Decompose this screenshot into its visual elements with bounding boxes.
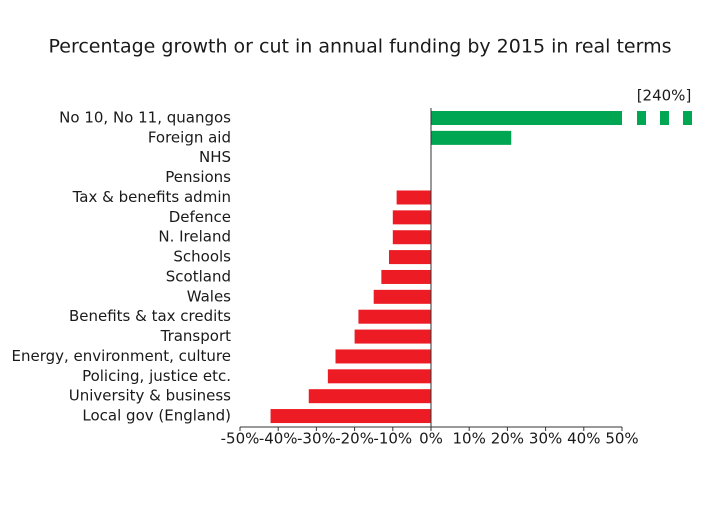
bar-break bbox=[660, 111, 669, 125]
x-tick-label: 40% bbox=[567, 430, 600, 448]
category-label: Energy, environment, culture bbox=[12, 347, 232, 365]
x-tick-label: 20% bbox=[491, 430, 524, 448]
bar bbox=[373, 289, 431, 304]
x-tick-label: 50% bbox=[605, 430, 638, 448]
chart-title: Percentage growth or cut in annual fundi… bbox=[48, 36, 671, 58]
category-label: Pensions bbox=[165, 168, 231, 186]
category-label: Scotland bbox=[166, 267, 231, 285]
category-label: Tax & benefits admin bbox=[72, 188, 231, 206]
bar bbox=[381, 269, 431, 284]
x-tick-label: 30% bbox=[529, 430, 562, 448]
bar-break bbox=[637, 111, 646, 125]
bar bbox=[392, 230, 431, 245]
bar bbox=[431, 130, 512, 145]
category-label: N. Ireland bbox=[158, 228, 231, 246]
bar-break bbox=[683, 111, 692, 125]
category-label: Foreign aid bbox=[148, 128, 231, 146]
bar bbox=[327, 369, 431, 384]
value-label: [240%] bbox=[637, 87, 692, 105]
bar bbox=[270, 409, 431, 424]
x-tick-label: 0% bbox=[419, 430, 443, 448]
category-label: Policing, justice etc. bbox=[82, 367, 231, 385]
bar bbox=[335, 349, 431, 364]
category-label: Schools bbox=[173, 248, 231, 266]
category-label: University & business bbox=[69, 387, 231, 405]
category-label: Wales bbox=[187, 287, 231, 305]
bar bbox=[354, 329, 431, 344]
category-label: Transport bbox=[160, 327, 232, 345]
category-label: Defence bbox=[169, 208, 231, 226]
x-tick-label: -50% bbox=[221, 430, 260, 448]
x-tick-label: -10% bbox=[373, 430, 412, 448]
bar bbox=[358, 309, 431, 324]
category-label: Benefits & tax credits bbox=[69, 307, 231, 325]
x-tick-label: -20% bbox=[335, 430, 374, 448]
x-tick-label: 10% bbox=[453, 430, 486, 448]
bar bbox=[308, 389, 431, 404]
bar bbox=[396, 190, 431, 205]
x-tick-label: -40% bbox=[259, 430, 298, 448]
x-tick-label: -30% bbox=[297, 430, 336, 448]
category-label: No 10, No 11, quangos bbox=[59, 109, 231, 127]
bar bbox=[392, 210, 431, 225]
category-label: Local gov (England) bbox=[82, 407, 231, 425]
bar bbox=[431, 111, 622, 125]
bar bbox=[388, 250, 431, 265]
category-label: NHS bbox=[199, 148, 231, 166]
